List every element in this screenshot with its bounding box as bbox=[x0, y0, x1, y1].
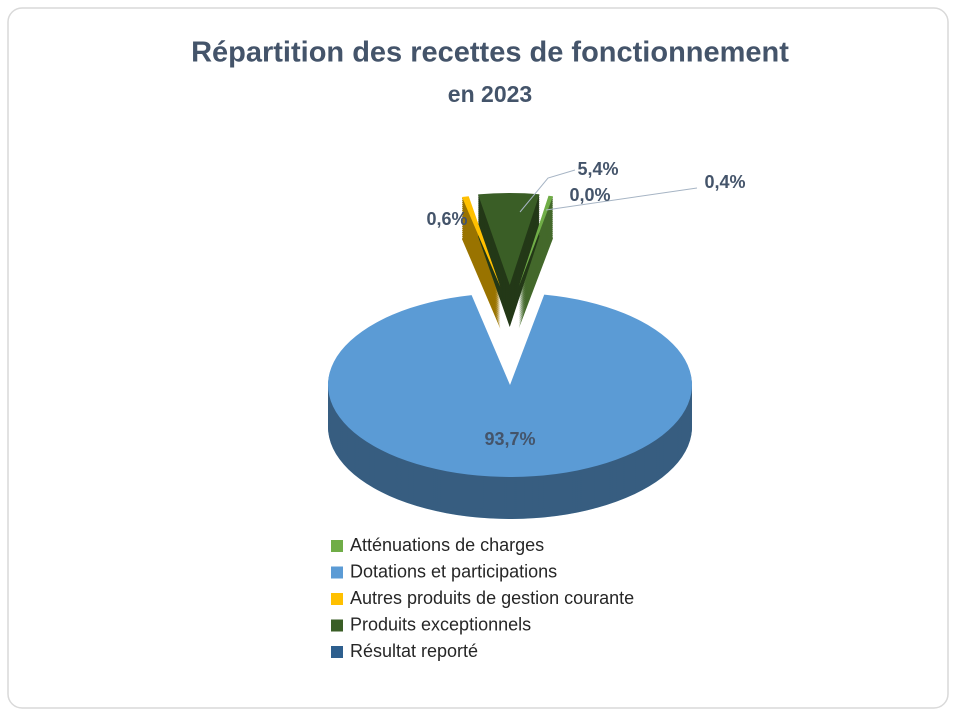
slice-side bbox=[518, 232, 554, 324]
data-label: 93,7% bbox=[484, 429, 535, 449]
data-label: 0,0% bbox=[569, 185, 610, 205]
slice-side bbox=[461, 237, 501, 328]
slice-side bbox=[461, 211, 501, 302]
chart-title: Répartition des recettes de fonctionneme… bbox=[191, 37, 789, 69]
slice-side bbox=[518, 210, 554, 302]
slice-side bbox=[518, 212, 554, 304]
slice-side bbox=[461, 235, 501, 326]
slice-side bbox=[461, 225, 501, 316]
slice-side bbox=[518, 214, 554, 306]
slice-side bbox=[518, 230, 554, 322]
slice-side bbox=[518, 216, 554, 308]
legend-swatch bbox=[331, 540, 343, 552]
legend-label: Dotations et participations bbox=[350, 561, 557, 581]
legend-swatch bbox=[331, 593, 343, 605]
slice-side bbox=[518, 208, 554, 300]
slice-side bbox=[518, 224, 554, 316]
slice-side bbox=[518, 234, 554, 326]
legend-label: Résultat reporté bbox=[350, 641, 478, 661]
legend-label: Atténuations de charges bbox=[350, 535, 544, 555]
leader-line bbox=[545, 187, 698, 211]
legend-swatch bbox=[331, 646, 343, 658]
legend-swatch bbox=[331, 566, 343, 579]
slice-side bbox=[461, 233, 501, 324]
slice-side bbox=[461, 227, 501, 318]
slice-shade bbox=[461, 238, 501, 329]
slice-side bbox=[461, 217, 501, 308]
slice-side bbox=[518, 218, 554, 310]
slice-side bbox=[518, 228, 554, 320]
slice-shade bbox=[518, 237, 554, 329]
slice-side bbox=[518, 237, 554, 329]
legend-label: Autres produits de gestion courante bbox=[350, 588, 634, 608]
slice-side bbox=[518, 206, 554, 298]
slice-side bbox=[461, 213, 501, 304]
slice-side bbox=[461, 229, 501, 320]
leader-line bbox=[519, 169, 576, 213]
slice bbox=[461, 196, 501, 287]
slice-side bbox=[461, 231, 501, 322]
slice-side bbox=[518, 226, 554, 318]
slice-side bbox=[461, 223, 501, 314]
slice bbox=[478, 193, 540, 286]
chart-subtitle: en 2023 bbox=[448, 81, 532, 107]
pie: 0,4% 93,7% 0,6% 5,4% 0,0% bbox=[327, 159, 746, 519]
slice-side bbox=[461, 205, 501, 296]
slice bbox=[327, 294, 692, 478]
data-label: 0,6% bbox=[426, 209, 467, 229]
legend-swatch bbox=[331, 619, 343, 632]
slice-side bbox=[461, 207, 501, 298]
legend-label: Produits exceptionnels bbox=[350, 614, 531, 634]
data-label: 5,4% bbox=[577, 159, 618, 179]
slice-side bbox=[461, 219, 501, 310]
data-label: 0,4% bbox=[704, 172, 745, 192]
slice-side bbox=[461, 215, 501, 306]
slice-side bbox=[518, 236, 554, 328]
slice-side bbox=[461, 238, 501, 329]
slice-side bbox=[461, 221, 501, 312]
slice-side bbox=[518, 222, 554, 314]
slice bbox=[518, 195, 554, 287]
slice-side bbox=[518, 220, 554, 312]
legend: Atténuations de charges Dotations et part… bbox=[331, 535, 634, 661]
slice-side bbox=[461, 209, 501, 300]
